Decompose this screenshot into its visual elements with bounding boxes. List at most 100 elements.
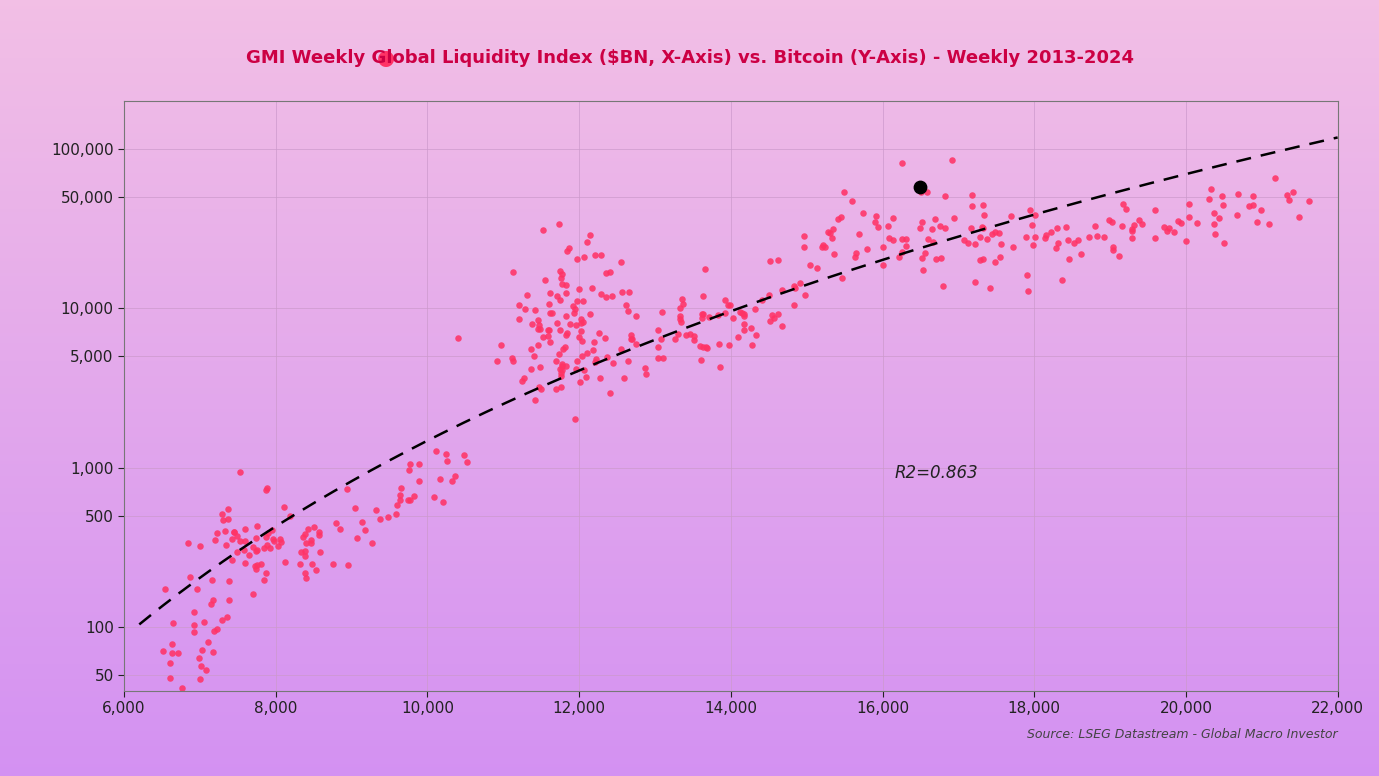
- Point: [1102, 241, 1124, 253]
- Point: [386, 499, 408, 511]
- Point: [1084, 220, 1106, 232]
- Point: [621, 329, 643, 341]
- Point: [239, 549, 261, 561]
- Point: [554, 341, 576, 353]
- Point: [971, 221, 993, 234]
- Point: [696, 342, 718, 355]
- Point: [987, 227, 1009, 239]
- Point: [190, 660, 212, 672]
- Point: [255, 531, 277, 543]
- Point: [361, 536, 383, 549]
- Point: [866, 220, 888, 233]
- Point: [929, 220, 952, 232]
- Point: [718, 338, 741, 351]
- Point: [233, 535, 255, 548]
- Point: [695, 341, 717, 353]
- Point: [365, 504, 387, 516]
- Point: [549, 294, 571, 307]
- Point: [557, 242, 579, 255]
- Point: [734, 310, 756, 322]
- Point: [1023, 210, 1045, 222]
- Point: [731, 307, 753, 319]
- Point: [556, 327, 578, 340]
- Point: [1000, 210, 1022, 223]
- Point: [502, 352, 524, 365]
- Point: [596, 351, 618, 363]
- Point: [783, 280, 805, 293]
- Point: [691, 308, 713, 320]
- Point: [560, 318, 582, 331]
- Point: [932, 280, 954, 293]
- Point: [571, 315, 593, 327]
- Point: [1202, 206, 1225, 219]
- Point: [819, 227, 841, 239]
- Point: [269, 536, 291, 549]
- Point: [211, 508, 233, 520]
- Point: [154, 583, 177, 595]
- Point: [743, 303, 765, 315]
- Point: [408, 475, 430, 487]
- Point: [1237, 199, 1259, 212]
- Point: [305, 564, 327, 577]
- Point: [294, 566, 316, 579]
- Point: [1051, 274, 1073, 286]
- Point: [603, 356, 625, 369]
- Point: [354, 524, 376, 536]
- Point: [389, 489, 411, 501]
- Point: [1131, 218, 1153, 230]
- Point: [670, 316, 692, 328]
- Point: [302, 558, 324, 570]
- Point: [1040, 226, 1062, 238]
- Point: [524, 303, 546, 316]
- Point: [1169, 217, 1191, 229]
- Point: [425, 445, 447, 457]
- Point: [1251, 204, 1273, 217]
- Point: [1153, 220, 1175, 233]
- Point: [245, 563, 268, 575]
- Point: [983, 256, 1005, 268]
- Point: [598, 265, 621, 278]
- Point: [1102, 244, 1124, 256]
- Point: [575, 371, 597, 383]
- Point: [205, 527, 228, 539]
- Point: [590, 288, 612, 300]
- Point: [907, 182, 929, 195]
- Point: [549, 265, 571, 277]
- Point: [761, 309, 783, 321]
- Point: [729, 306, 752, 318]
- Point: [576, 236, 598, 248]
- Point: [233, 543, 255, 556]
- Point: [556, 245, 578, 258]
- Point: [619, 332, 641, 345]
- Point: [532, 331, 554, 343]
- Point: [1226, 210, 1248, 222]
- Point: [672, 293, 694, 305]
- Point: [538, 324, 560, 336]
- Point: [514, 303, 536, 315]
- Point: [816, 226, 838, 238]
- Point: [1094, 231, 1116, 244]
- Point: [872, 259, 894, 272]
- Point: [295, 572, 317, 584]
- Point: [594, 267, 616, 279]
- Point: [1288, 211, 1310, 223]
- Point: [301, 533, 323, 546]
- Point: [336, 559, 359, 571]
- Point: [218, 512, 240, 525]
- Point: [252, 573, 274, 586]
- Point: [534, 274, 556, 286]
- Point: [323, 558, 345, 570]
- Point: [593, 332, 615, 345]
- Point: [576, 347, 598, 359]
- Point: [826, 213, 848, 226]
- Point: [663, 333, 685, 345]
- Point: [669, 310, 691, 322]
- Point: [942, 154, 964, 166]
- Point: [1162, 226, 1185, 238]
- Point: [1116, 203, 1138, 215]
- Point: [684, 334, 706, 346]
- Point: [652, 352, 674, 364]
- Point: [552, 363, 574, 376]
- Point: [783, 300, 805, 312]
- Point: [539, 286, 561, 299]
